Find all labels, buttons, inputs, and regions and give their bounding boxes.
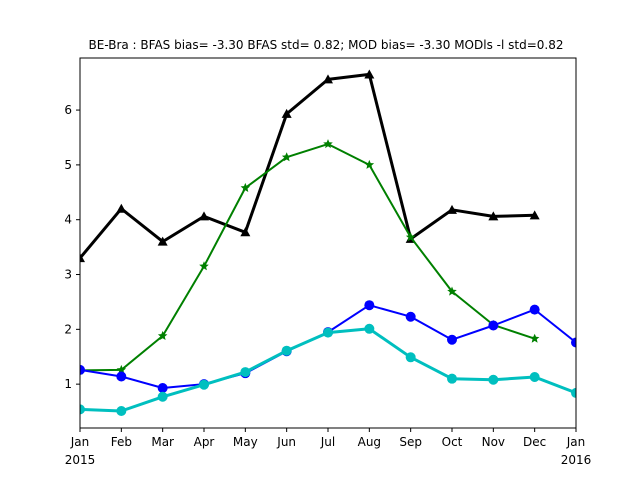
x-tick-label: Apr <box>194 435 215 449</box>
data-point <box>157 382 168 393</box>
y-tick-label: 4 <box>64 213 72 227</box>
data-point <box>405 311 416 322</box>
data-point <box>364 159 375 169</box>
data-point <box>199 379 209 390</box>
data-point <box>364 323 375 334</box>
data-point <box>571 387 576 398</box>
x-tick-label: Nov <box>482 435 505 449</box>
series-line <box>80 304 576 389</box>
data-point <box>281 152 292 162</box>
x-axis: Jan 2015 Feb Mar Apr May Jun Jul Aug Sep Oct Nov Dec… <box>65 428 592 467</box>
x-tick-label: Sep <box>399 435 422 449</box>
data-point <box>323 327 333 338</box>
y-tick-label: 2 <box>64 322 72 336</box>
data-point <box>364 300 375 311</box>
x-tick-label: May <box>233 435 258 449</box>
x-tick-label: Oct <box>442 435 463 449</box>
x-tick-year-label: 2015 <box>65 453 96 467</box>
data-point <box>405 352 416 363</box>
data-point <box>447 286 457 296</box>
series-line <box>80 143 536 372</box>
series-1 <box>80 139 540 375</box>
data-point <box>488 211 499 221</box>
data-point <box>405 232 416 242</box>
data-point <box>157 330 168 340</box>
x-tick-label: Jan <box>70 435 90 449</box>
data-point <box>199 261 209 271</box>
data-point <box>116 406 127 417</box>
x-tick-label: Jan <box>566 435 586 449</box>
x-tick-label: Dec <box>523 435 546 449</box>
data-point <box>571 337 576 348</box>
data-point <box>488 374 499 385</box>
y-tick-label: 6 <box>64 103 72 117</box>
data-point <box>80 364 85 375</box>
data-point <box>116 364 127 374</box>
data-point <box>116 203 127 213</box>
data-point <box>240 367 251 378</box>
data-point <box>447 204 457 214</box>
data-point <box>281 108 292 118</box>
data-point <box>447 373 457 384</box>
x-tick-label: Feb <box>111 435 132 449</box>
data-point <box>116 371 127 382</box>
data-point <box>529 304 540 315</box>
series-3 <box>80 323 576 417</box>
y-tick-label: 5 <box>64 158 72 172</box>
series-line <box>80 327 576 413</box>
series-0 <box>80 69 540 263</box>
data-point <box>199 211 209 221</box>
chart-title: BE-Bra : BFAS bias= -3.30 BFAS std= 0.82… <box>89 38 564 52</box>
x-tick-label: Jul <box>320 435 335 449</box>
data-point <box>364 69 375 79</box>
series-line <box>80 72 535 260</box>
data-point <box>157 391 168 402</box>
data-point <box>157 236 168 246</box>
data-point <box>281 345 292 356</box>
data-point <box>323 74 333 84</box>
data-point <box>488 320 499 331</box>
data-point <box>80 404 85 415</box>
x-tick-label: Mar <box>151 435 174 449</box>
data-point <box>529 210 540 220</box>
data-point <box>323 139 333 149</box>
data-point <box>447 334 457 345</box>
data-point <box>529 333 540 343</box>
data-point <box>240 182 251 192</box>
plot-area-frame <box>79 57 577 429</box>
y-tick-label: 1 <box>64 377 72 391</box>
data-point <box>80 253 85 263</box>
y-tick-label: 3 <box>64 268 72 282</box>
data-point <box>240 227 251 237</box>
data-point <box>529 372 540 383</box>
x-tick-year-label: 2016 <box>561 453 592 467</box>
x-tick-label: Jun <box>276 435 296 449</box>
y-axis: 1 2 3 4 5 6 <box>64 103 80 391</box>
series-layer <box>80 69 576 417</box>
x-tick-label: Aug <box>358 435 381 449</box>
